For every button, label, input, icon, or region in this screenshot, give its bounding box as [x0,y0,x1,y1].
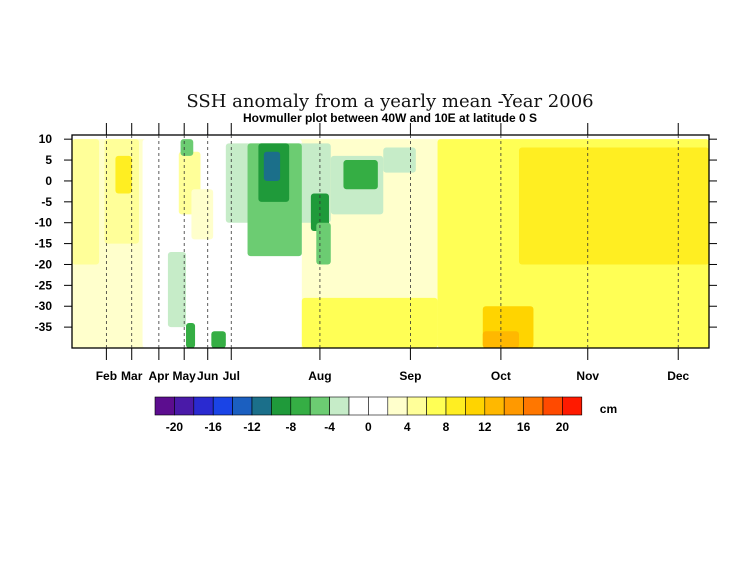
chart-title: SSH anomaly from a yearly mean -Year 200… [186,91,593,112]
x-tick-label: Jun [197,369,218,383]
heatmap-region [263,151,281,181]
heatmap-region [383,147,416,173]
x-tick-label: Jul [223,369,240,383]
colorbar-label: -4 [324,420,335,434]
colorbar-label: 0 [365,420,372,434]
colorbar-label: 20 [556,420,570,434]
colorbar-label: -12 [243,420,261,434]
x-tick-label: Nov [576,369,599,383]
heatmap-region [191,189,214,240]
colorbar-swatch [465,396,486,416]
heatmap-region [115,155,132,194]
x-tick-label: Apr [149,369,170,383]
y-tick-label: -5 [41,195,52,209]
colorbar-unit: cm [600,402,617,416]
colorbar-swatch [523,396,544,416]
colorbar-swatch [445,396,466,416]
colorbar-label: -8 [285,420,296,434]
plot-frame [71,134,710,349]
heatmap-region [343,160,378,190]
x-tick-label: Sep [399,369,421,383]
axes: 10 5 0 -5 -10 -15 -20 -25 -30 -35 Feb Mar Apr May Jun J… [35,123,717,383]
y-tick-label: 10 [39,132,53,146]
x-tick-label: Oct [491,369,511,383]
y-tick-label: -20 [35,257,53,271]
x-tick-label: Feb [96,369,117,383]
colorbar-label: 8 [443,420,450,434]
colorbar-swatch [348,396,369,416]
colorbar-swatch [387,396,408,416]
y-tick-label: -30 [35,299,53,313]
colorbar-swatch [212,396,233,416]
heatmap-region [186,322,196,348]
colorbar-swatch [484,396,505,416]
heatmap-region [167,251,187,328]
heatmap-region [180,139,194,156]
colorbar-swatch [174,396,195,416]
colorbar-swatch [562,396,583,416]
x-tick-label: Dec [667,369,689,383]
y-tick-label: 0 [45,174,52,188]
colorbar-label: -16 [205,420,223,434]
y-tick-label: -15 [35,237,53,251]
heatmap-region [301,297,438,348]
heatmap-region [211,331,226,348]
heatmap-region [72,139,100,265]
heatmap-region [310,193,329,232]
colorbar-label: -20 [166,420,184,434]
colorbar-swatch [193,396,214,416]
y-tick-label: -25 [35,278,53,292]
colorbar-label: 16 [517,420,531,434]
x-tick-label: May [173,369,197,383]
colorbar-swatch [271,396,292,416]
colorbar-swatch [329,396,350,416]
x-tick-label: Aug [308,369,331,383]
colorbar-swatch [309,396,330,416]
plot-area [72,139,709,348]
colorbar-swatch [503,396,524,416]
y-tick-label: -10 [35,216,53,230]
x-tick-label: Mar [121,369,143,383]
y-tick-label: 5 [45,153,52,167]
colorbar-swatch [232,396,253,416]
colorbar-swatch [251,396,272,416]
colorbar: -20 -16 -12 -8 -4 0 4 8 12 16 20 cm [154,396,617,434]
colorbar-swatch [426,396,447,416]
chart-subtitle: Hovmuller plot between 40W and 10E at la… [243,111,537,125]
colorbar-swatch [406,396,427,416]
colorbar-swatch [368,396,389,416]
colorbar-label: 4 [404,420,411,434]
heatmap-region [316,222,331,265]
y-tick-label: -35 [35,320,53,334]
colorbar-label: 12 [478,420,492,434]
heatmap-region [518,147,709,265]
colorbar-swatch [154,396,175,416]
colorbar-swatch [290,396,311,416]
colorbar-swatch [542,396,563,416]
